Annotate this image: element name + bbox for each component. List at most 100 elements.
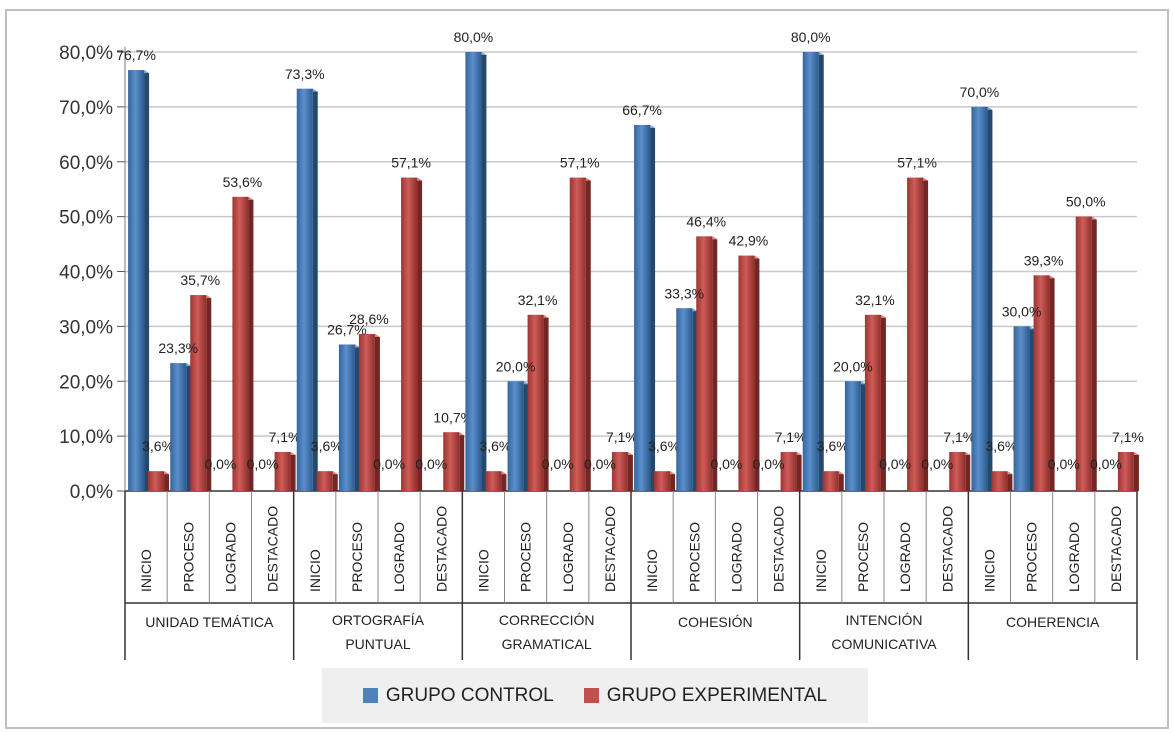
bar-experimental-side <box>501 471 507 491</box>
bar-experimental <box>611 452 628 491</box>
x-category-label: PROCESO <box>855 522 871 592</box>
data-label-experimental: 7,1% <box>606 429 638 445</box>
chart-legend: GRUPO CONTROL GRUPO EXPERIMENTAL <box>322 668 868 723</box>
bar-experimental-side <box>1049 275 1055 491</box>
x-category-label: LOGRADO <box>897 522 913 592</box>
data-label-control: 23,3% <box>158 340 198 356</box>
data-label-control: 0,0% <box>204 456 236 472</box>
data-label-experimental: 3,6% <box>985 438 1017 454</box>
x-group-label: COHESIÓN <box>678 614 753 630</box>
bar-control <box>676 308 693 491</box>
bar-control-side <box>481 52 487 491</box>
bar-experimental-side <box>923 177 929 491</box>
x-group-label: CORRECCIÓN <box>499 612 595 628</box>
x-category-label: DESTACADO <box>602 506 618 592</box>
data-label-control: 33,3% <box>664 285 704 301</box>
bar-experimental <box>780 452 797 491</box>
x-category-label: DESTACADO <box>939 506 955 592</box>
bar-experimental <box>1075 216 1092 491</box>
bar-control-side <box>312 88 318 492</box>
bar-experimental-side <box>374 334 380 491</box>
data-label-experimental: 3,6% <box>648 438 680 454</box>
x-group-label: COMUNICATIVA <box>831 636 937 652</box>
bar-experimental-side <box>206 295 212 491</box>
bar-experimental-side <box>543 314 549 491</box>
bar-experimental <box>316 471 333 491</box>
data-label-experimental: 57,1% <box>391 155 431 171</box>
bar-experimental <box>569 177 586 491</box>
bar-control <box>844 381 861 491</box>
data-label-control: 0,0% <box>921 456 953 472</box>
x-group-label: ORTOGRAFÍA <box>332 612 425 628</box>
data-label-control: 0,0% <box>879 456 911 472</box>
legend-label-control: GRUPO CONTROL <box>385 684 554 706</box>
bar-experimental <box>864 314 881 491</box>
bar-experimental-side <box>164 471 170 491</box>
data-label-control: 26,7% <box>327 321 367 337</box>
y-tick-label: 20,0% <box>59 372 113 393</box>
bar-experimental-side <box>754 255 760 491</box>
data-label-experimental: 57,1% <box>897 155 937 171</box>
y-tick-label: 40,0% <box>59 263 113 284</box>
bar-experimental-side <box>670 471 676 491</box>
bar-control <box>802 52 819 491</box>
bar-experimental <box>190 295 207 491</box>
bar-experimental <box>738 255 755 491</box>
bar-experimental <box>696 236 713 491</box>
bar-control <box>1013 326 1030 491</box>
bar-experimental-side <box>627 452 633 491</box>
x-category-label: LOGRADO <box>391 522 407 592</box>
bar-control <box>170 363 187 491</box>
y-tick-label: 30,0% <box>59 317 113 338</box>
bar-experimental-side <box>838 471 844 491</box>
data-label-experimental: 7,1% <box>775 429 807 445</box>
data-label-control: 0,0% <box>584 456 616 472</box>
data-label-experimental: 10,7% <box>433 409 473 425</box>
bar-control-side <box>987 106 993 491</box>
data-label-control: 20,0% <box>496 358 536 374</box>
legend-swatch-control <box>362 688 378 703</box>
legend-item-experimental: GRUPO EXPERIMENTAL <box>583 685 827 707</box>
x-category-label: DESTACADO <box>433 506 449 592</box>
data-label-control: 0,0% <box>753 456 785 472</box>
bar-control <box>128 70 145 491</box>
bar-experimental-side <box>1091 216 1097 491</box>
data-label-experimental: 7,1% <box>943 429 975 445</box>
data-label-experimental: 3,6% <box>311 438 343 454</box>
data-label-control: 76,7% <box>116 47 156 63</box>
bar-control-side <box>354 344 360 491</box>
bar-experimental-side <box>1133 452 1139 491</box>
bar-experimental-side <box>332 471 338 491</box>
bar-control-side <box>523 381 529 491</box>
x-category-label: INICIO <box>307 549 323 592</box>
data-label-experimental: 28,6% <box>349 311 389 327</box>
data-label-control: 80,0% <box>454 29 494 45</box>
y-tick-label: 70,0% <box>59 98 113 119</box>
x-group-label: UNIDAD TEMÁTICA <box>145 614 274 630</box>
bar-experimental <box>401 177 418 491</box>
data-label-experimental: 39,3% <box>1024 252 1064 268</box>
data-label-control: 0,0% <box>415 456 447 472</box>
data-label-control: 0,0% <box>373 456 405 472</box>
bar-experimental-side <box>1007 471 1013 491</box>
data-label-control: 20,0% <box>833 358 873 374</box>
bar-control <box>465 52 482 491</box>
x-category-label: INICIO <box>644 549 660 592</box>
bar-control <box>338 344 355 491</box>
bar-experimental <box>148 471 165 491</box>
bar-experimental <box>907 177 924 491</box>
bar-control <box>507 381 524 491</box>
data-label-control: 0,0% <box>542 456 574 472</box>
x-group-label: GRAMATICAL <box>502 636 592 652</box>
bar-experimental <box>274 452 291 491</box>
x-category-label: INICIO <box>475 549 491 592</box>
x-group-label: PUNTUAL <box>345 636 411 652</box>
data-label-experimental: 3,6% <box>817 438 849 454</box>
x-category-label: INICIO <box>138 549 154 592</box>
y-tick-label: 0,0% <box>70 482 113 503</box>
bar-experimental-side <box>459 432 465 491</box>
x-group-label: INTENCIÓN <box>846 612 923 628</box>
bar-experimental <box>949 452 966 491</box>
bar-experimental <box>1033 275 1050 491</box>
